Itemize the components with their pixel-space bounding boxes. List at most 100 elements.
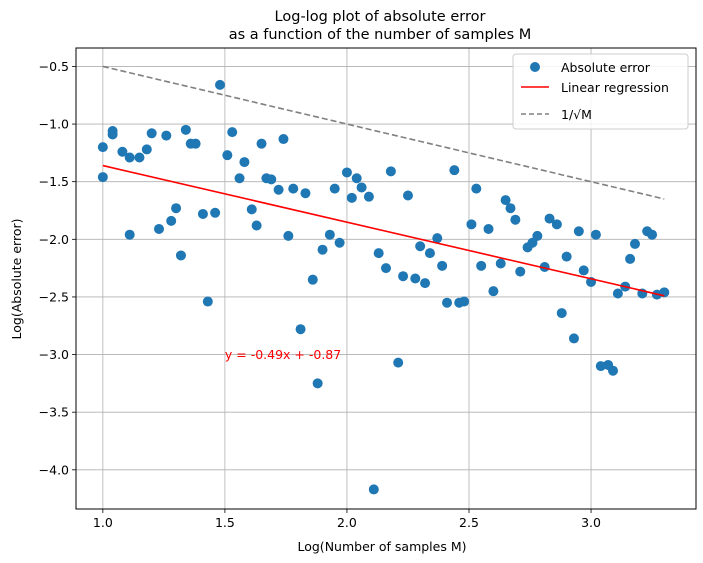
x-tick-label: 3.0 [581, 515, 601, 530]
data-point [590, 229, 601, 240]
annotations: y = -0.49x + -0.87 [225, 347, 341, 362]
x-tick-label: 1.5 [215, 515, 235, 530]
data-point [171, 203, 182, 214]
data-point [483, 223, 494, 234]
data-point [551, 219, 562, 230]
data-point [539, 261, 550, 272]
data-point [608, 365, 619, 376]
data-point [595, 361, 606, 372]
data-point [146, 128, 157, 139]
data-point [107, 129, 118, 140]
data-point [161, 130, 172, 141]
data-point [329, 183, 340, 194]
legend-marker-absolute-error [530, 62, 540, 72]
data-point [373, 248, 384, 259]
data-point [197, 208, 208, 219]
data-point [629, 238, 640, 249]
data-point [532, 230, 543, 241]
data-point [363, 191, 374, 202]
data-point [307, 274, 318, 285]
legend: Absolute error Linear regression 1/√M [512, 53, 689, 130]
plot-series [97, 65, 670, 495]
data-point [449, 165, 460, 176]
data-point [180, 124, 191, 135]
data-point [97, 142, 108, 153]
data-point [334, 237, 345, 248]
data-point [476, 260, 487, 271]
data-point [153, 223, 164, 234]
regression-line [102, 164, 665, 297]
legend-label-linear-regression: Linear regression [561, 80, 669, 95]
data-point [385, 166, 396, 177]
data-point [190, 138, 201, 149]
data-point [346, 192, 357, 203]
data-point [234, 173, 245, 184]
x-tick-label: 1.0 [93, 515, 113, 530]
data-point [647, 229, 658, 240]
data-point [625, 253, 636, 264]
data-point [500, 195, 511, 206]
data-point [527, 237, 538, 248]
data-point [612, 288, 623, 299]
y-tick-label: −0.5 [39, 59, 69, 74]
grid [76, 48, 696, 509]
data-point [227, 127, 238, 138]
data-point [215, 79, 226, 90]
data-point [459, 296, 470, 307]
data-point [437, 260, 448, 271]
data-point [495, 258, 506, 269]
data-point [381, 263, 391, 274]
data-point [488, 286, 499, 297]
data-point [356, 182, 367, 193]
data-point [466, 219, 477, 230]
data-point [117, 146, 128, 157]
data-point [166, 215, 177, 226]
chart-title: Log-log plot of absolute error [275, 9, 486, 25]
data-point [266, 174, 277, 185]
data-point [288, 183, 299, 194]
y-tick-label: −3.5 [39, 405, 69, 420]
data-point [246, 204, 257, 215]
x-tick-label: 2.5 [459, 515, 479, 530]
data-point [573, 226, 584, 237]
plot-frame [75, 47, 697, 510]
data-point [251, 220, 262, 231]
data-point [393, 357, 404, 368]
data-point [568, 333, 579, 344]
data-point [515, 266, 526, 277]
y-tick-label: −2.0 [39, 232, 69, 247]
data-point [424, 248, 435, 259]
data-point [351, 173, 362, 184]
data-point [97, 172, 108, 183]
y-tick-label: −3.0 [39, 347, 69, 362]
x-tick-label: 2.0 [337, 515, 357, 530]
legend-box [512, 53, 689, 130]
chart-subtitle: as a function of the number of samples M [229, 27, 532, 43]
data-point [175, 250, 186, 261]
data-point [578, 265, 589, 276]
data-point [415, 241, 426, 252]
regression-equation: y = -0.49x + -0.87 [225, 347, 341, 362]
data-point [505, 203, 516, 214]
data-point [124, 152, 135, 163]
data-point [471, 183, 482, 194]
x-axis-label: Log(Number of samples M) [297, 539, 466, 554]
y-tick-label: −4.0 [39, 462, 69, 477]
data-point [420, 278, 431, 289]
data-point [442, 297, 453, 308]
legend-label-absolute-error: Absolute error [561, 60, 651, 75]
axis-ticks: 1.0 1.5 2.0 2.5 3.0 −4.0 −3.5 −3.0 −2.5 −2.0 −1.5 −… [39, 59, 601, 530]
data-point [295, 324, 306, 335]
data-point [544, 213, 555, 224]
legend-label-inverse-sqrt: 1/√M [561, 107, 592, 122]
data-point [278, 134, 289, 145]
data-point [202, 296, 213, 307]
y-axis-label: Log(Absolute error) [9, 219, 24, 340]
data-point [134, 152, 145, 163]
data-point [283, 230, 294, 241]
data-point [312, 378, 323, 389]
data-point [410, 273, 421, 284]
data-point [556, 308, 567, 319]
data-point [510, 214, 521, 225]
